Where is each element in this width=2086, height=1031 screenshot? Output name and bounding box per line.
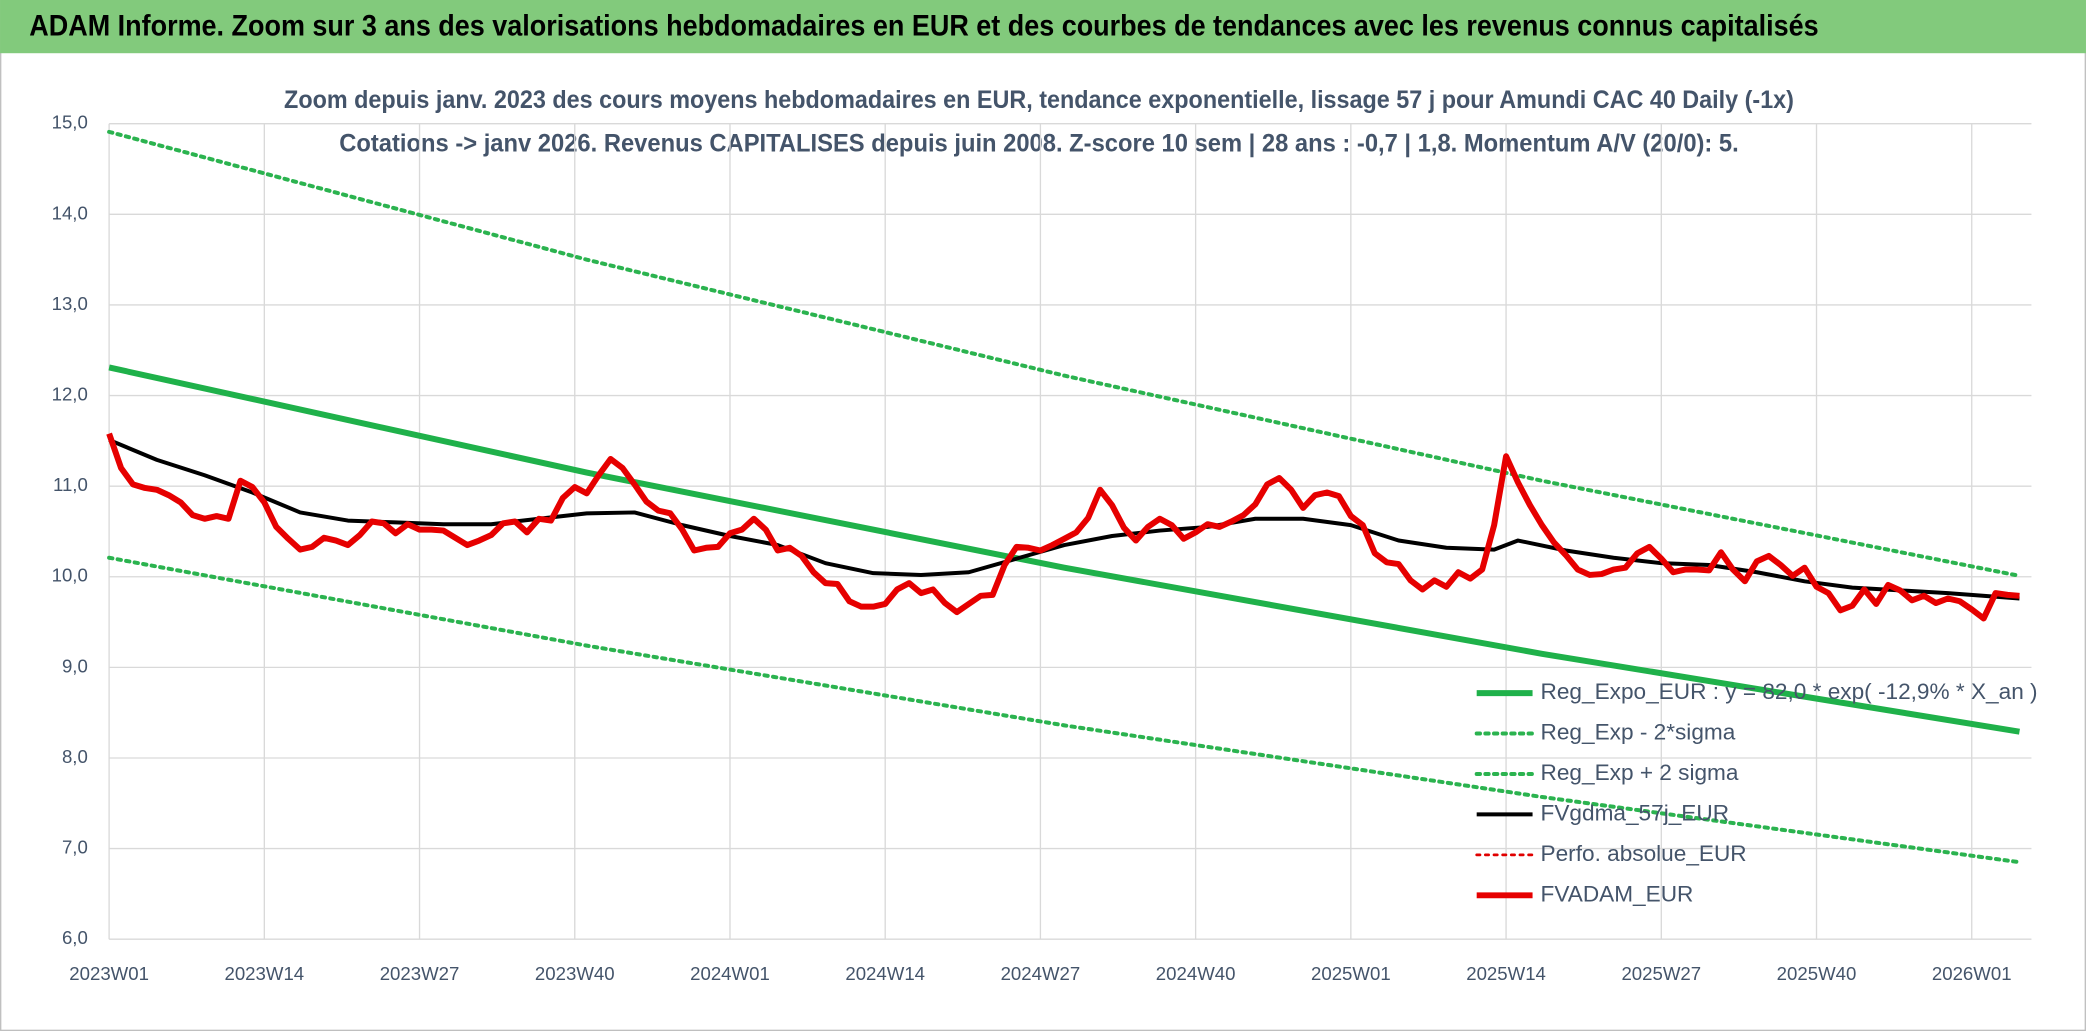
chart-subtitle: Cotations -> janv 2026. Revenus CAPITALI… (339, 130, 1738, 158)
series-line (106, 432, 2020, 622)
x-tick-label: 2023W01 (69, 963, 149, 984)
x-tick-label: 2024W27 (1001, 963, 1081, 984)
legend-label: Reg_Exp - 2*sigma (1541, 720, 1736, 745)
y-tick-label: 15,0 (52, 112, 88, 133)
legend-label: FVADAM_EUR (1541, 881, 1694, 906)
y-tick-label: 6,0 (62, 927, 88, 948)
grid: 6,0 7,0 8,0 9,0 10,0 11,0 12,0 13,0 14,0 15,0 2023… (52, 112, 2032, 984)
y-tick-label: 10,0 (52, 565, 88, 586)
y-tick-label: 8,0 (62, 746, 88, 767)
x-tick-label: 2024W40 (1156, 963, 1236, 984)
header-bar (0, 0, 2086, 54)
header-title: ADAM Informe. Zoom sur 3 ans des valoris… (29, 11, 1818, 43)
y-tick-label: 9,0 (62, 655, 88, 676)
y-tick-label: 11,0 (53, 474, 88, 495)
x-tick-label: 2025W01 (1311, 963, 1391, 984)
x-tick-label: 2026W01 (1932, 963, 2012, 984)
x-tick-label: 2024W01 (690, 963, 770, 984)
series-line (107, 555, 2022, 865)
legend-label: Reg_Exp + 2 sigma (1541, 760, 1739, 785)
series-line (108, 438, 2020, 601)
chart-title: Zoom depuis janv. 2023 des cours moyens … (284, 86, 1794, 114)
x-tick-label: 2025W27 (1621, 963, 1701, 984)
x-tick-label: 2023W40 (535, 963, 615, 984)
x-tick-label: 2024W14 (845, 963, 925, 984)
series-line (108, 364, 2020, 735)
x-tick-label: 2023W14 (224, 963, 304, 984)
plot (106, 129, 2022, 865)
y-tick-label: 14,0 (52, 202, 88, 223)
legend-label: Reg_Expo_EUR : y = 82,0 * exp( -12,9% * … (1541, 679, 2038, 704)
legend: Reg_Expo_EUR : y = 82,0 * exp( -12,9% * … (1474, 679, 2038, 906)
x-tick-label: 2025W40 (1777, 963, 1857, 984)
legend-label: Perfo. absolue_EUR (1541, 841, 1747, 866)
x-tick-label: 2023W27 (380, 963, 460, 984)
y-tick-label: 12,0 (52, 383, 88, 404)
legend-label: FVgdma_57j_EUR (1541, 800, 1730, 825)
y-tick-label: 13,0 (52, 293, 88, 314)
series-line (107, 129, 2022, 578)
y-tick-label: 7,0 (62, 837, 88, 858)
x-tick-label: 2025W14 (1466, 963, 1546, 984)
